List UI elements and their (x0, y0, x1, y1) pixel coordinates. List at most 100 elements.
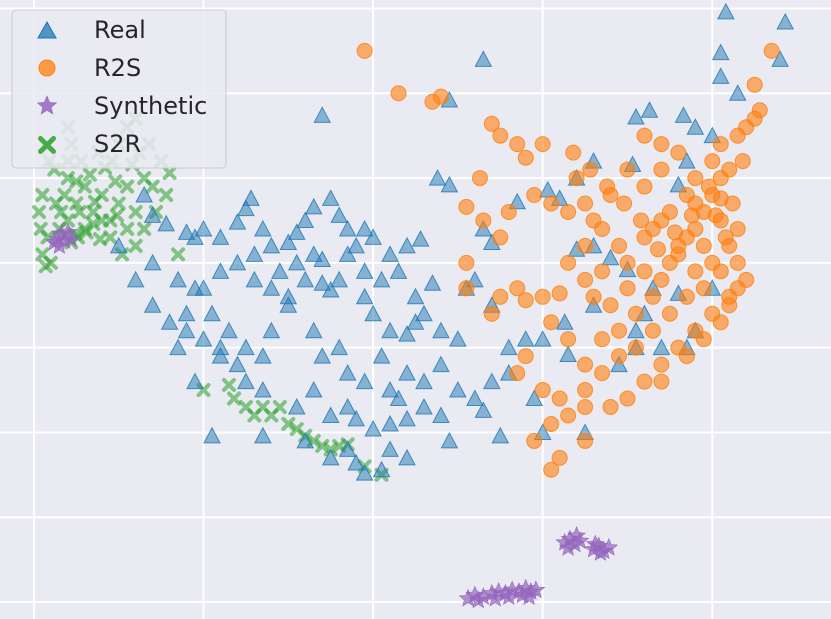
point-r2s (594, 263, 611, 280)
point-real (313, 347, 332, 364)
point-r2s (458, 254, 475, 271)
point-real (245, 270, 264, 288)
point-r2s (712, 263, 729, 280)
point-r2s (526, 432, 543, 449)
point-real (254, 219, 272, 237)
point-r2s (492, 127, 509, 144)
point-real (406, 287, 425, 305)
point-real (355, 464, 374, 481)
legend-label-synthetic: Synthetic (94, 92, 207, 120)
point-r2s (543, 195, 560, 212)
point-r2s (517, 149, 534, 166)
point-real (686, 118, 705, 135)
point-r2s (636, 373, 653, 390)
point-real (347, 236, 365, 254)
point-real (381, 414, 399, 432)
point-real (296, 270, 315, 288)
point-real (338, 245, 357, 262)
point-real (203, 304, 221, 322)
point-real (245, 245, 264, 262)
point-s2r (221, 377, 236, 392)
point-r2s (687, 170, 704, 187)
point-r2s (577, 432, 594, 449)
point-real (321, 280, 340, 298)
point-real (330, 338, 349, 356)
point-r2s (560, 331, 577, 348)
point-r2s (594, 220, 611, 237)
point-real (338, 440, 357, 457)
legend-entry-r2s: R2S (38, 54, 141, 82)
point-r2s (653, 271, 670, 288)
point-s2r (60, 213, 75, 228)
point-r2s (458, 198, 475, 215)
point-s2r (145, 179, 160, 194)
point-real (389, 389, 408, 407)
point-s2r (120, 179, 135, 194)
point-r2s (678, 348, 695, 365)
point-real (279, 233, 298, 251)
point-r2s (585, 288, 602, 305)
point-real (254, 426, 272, 444)
point-r2s (483, 305, 500, 322)
point-r2s (704, 153, 721, 170)
legend: Real R2S Synthetic S2R (11, 9, 227, 169)
point-r2s (565, 144, 582, 161)
legend-entry-s2r: S2R (38, 130, 141, 158)
point-real (177, 321, 196, 339)
point-real (415, 372, 433, 390)
point-r2s (543, 415, 560, 432)
point-real (242, 189, 260, 206)
point-s2r (108, 174, 123, 189)
point-real (423, 274, 442, 291)
point-real (491, 426, 510, 444)
point-real (711, 67, 730, 84)
point-real (355, 372, 374, 390)
point-synthetic (519, 587, 539, 605)
point-real (372, 270, 391, 288)
point-r2s (653, 136, 670, 153)
point-r2s (517, 292, 534, 309)
point-r2s (534, 136, 551, 153)
point-real (186, 228, 204, 245)
point-r2s (729, 220, 746, 237)
point-r2s (712, 136, 729, 153)
point-r2s (577, 382, 594, 399)
point-real (381, 380, 399, 398)
point-s2r (128, 204, 143, 219)
point-r2s (746, 110, 763, 127)
point-real (381, 321, 399, 339)
point-r2s (602, 297, 619, 314)
point-synthetic (591, 543, 610, 561)
point-s2r (111, 196, 126, 211)
point-real (143, 296, 162, 313)
point-s2r (94, 213, 109, 228)
point-r2s (611, 237, 628, 254)
point-r2s (729, 254, 746, 271)
legend-star-icon (36, 95, 58, 115)
point-r2s (644, 288, 661, 305)
point-r2s (543, 461, 560, 478)
point-real (304, 380, 323, 398)
series-real (109, 2, 795, 481)
legend-label-r2s: R2S (94, 54, 141, 82)
point-synthetic (585, 534, 605, 553)
point-s2r (48, 196, 63, 211)
point-r2s (666, 224, 683, 241)
point-s2r (110, 208, 125, 223)
point-real (474, 401, 493, 418)
point-real (287, 223, 306, 240)
point-real (364, 419, 382, 437)
point-r2s (695, 331, 712, 348)
point-r2s (432, 88, 449, 105)
point-real (389, 262, 408, 279)
point-r2s (577, 195, 594, 212)
point-real (678, 152, 696, 169)
point-real (717, 2, 735, 20)
point-r2s (577, 237, 594, 254)
point-s2r (69, 174, 84, 189)
legend-x-icon (38, 136, 56, 154)
point-synthetic (61, 229, 81, 248)
point-real (398, 236, 416, 254)
point-r2s (746, 76, 763, 93)
point-real (194, 279, 213, 296)
